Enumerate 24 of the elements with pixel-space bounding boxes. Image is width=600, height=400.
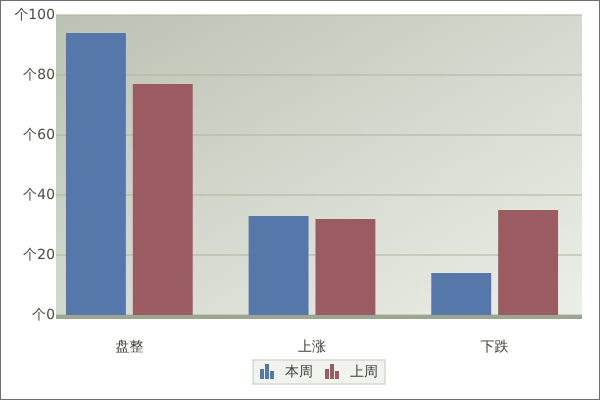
legend: 本周 上周 <box>252 360 386 384</box>
y-axis-title: 个 <box>14 7 28 23</box>
y-tick-label: 80 <box>37 67 55 83</box>
bar <box>498 210 558 315</box>
legend-label: 上周 <box>350 364 378 380</box>
y-axis-title: 个 <box>23 247 38 263</box>
bar <box>315 219 376 315</box>
y-axis-title: 个 <box>32 307 46 323</box>
bar <box>248 216 309 315</box>
y-axis-title: 个 <box>23 127 38 143</box>
x-tick-label: 下跌 <box>480 339 509 355</box>
x-tick-label: 盘整 <box>115 339 144 355</box>
y-tick-label: 20 <box>37 247 55 263</box>
y-tick-label: 60 <box>37 127 55 143</box>
bar <box>132 84 193 315</box>
y-tick-label: 0 <box>46 307 55 323</box>
y-axis-title: 个 <box>23 187 38 203</box>
y-axis-title: 个 <box>23 67 38 83</box>
y-tick-label: 40 <box>37 187 55 203</box>
y-tick-label: 100 <box>28 7 55 23</box>
bar <box>66 33 126 315</box>
legend-label: 本周 <box>285 364 313 380</box>
bar <box>431 273 492 315</box>
x-tick-label: 上涨 <box>298 339 326 355</box>
